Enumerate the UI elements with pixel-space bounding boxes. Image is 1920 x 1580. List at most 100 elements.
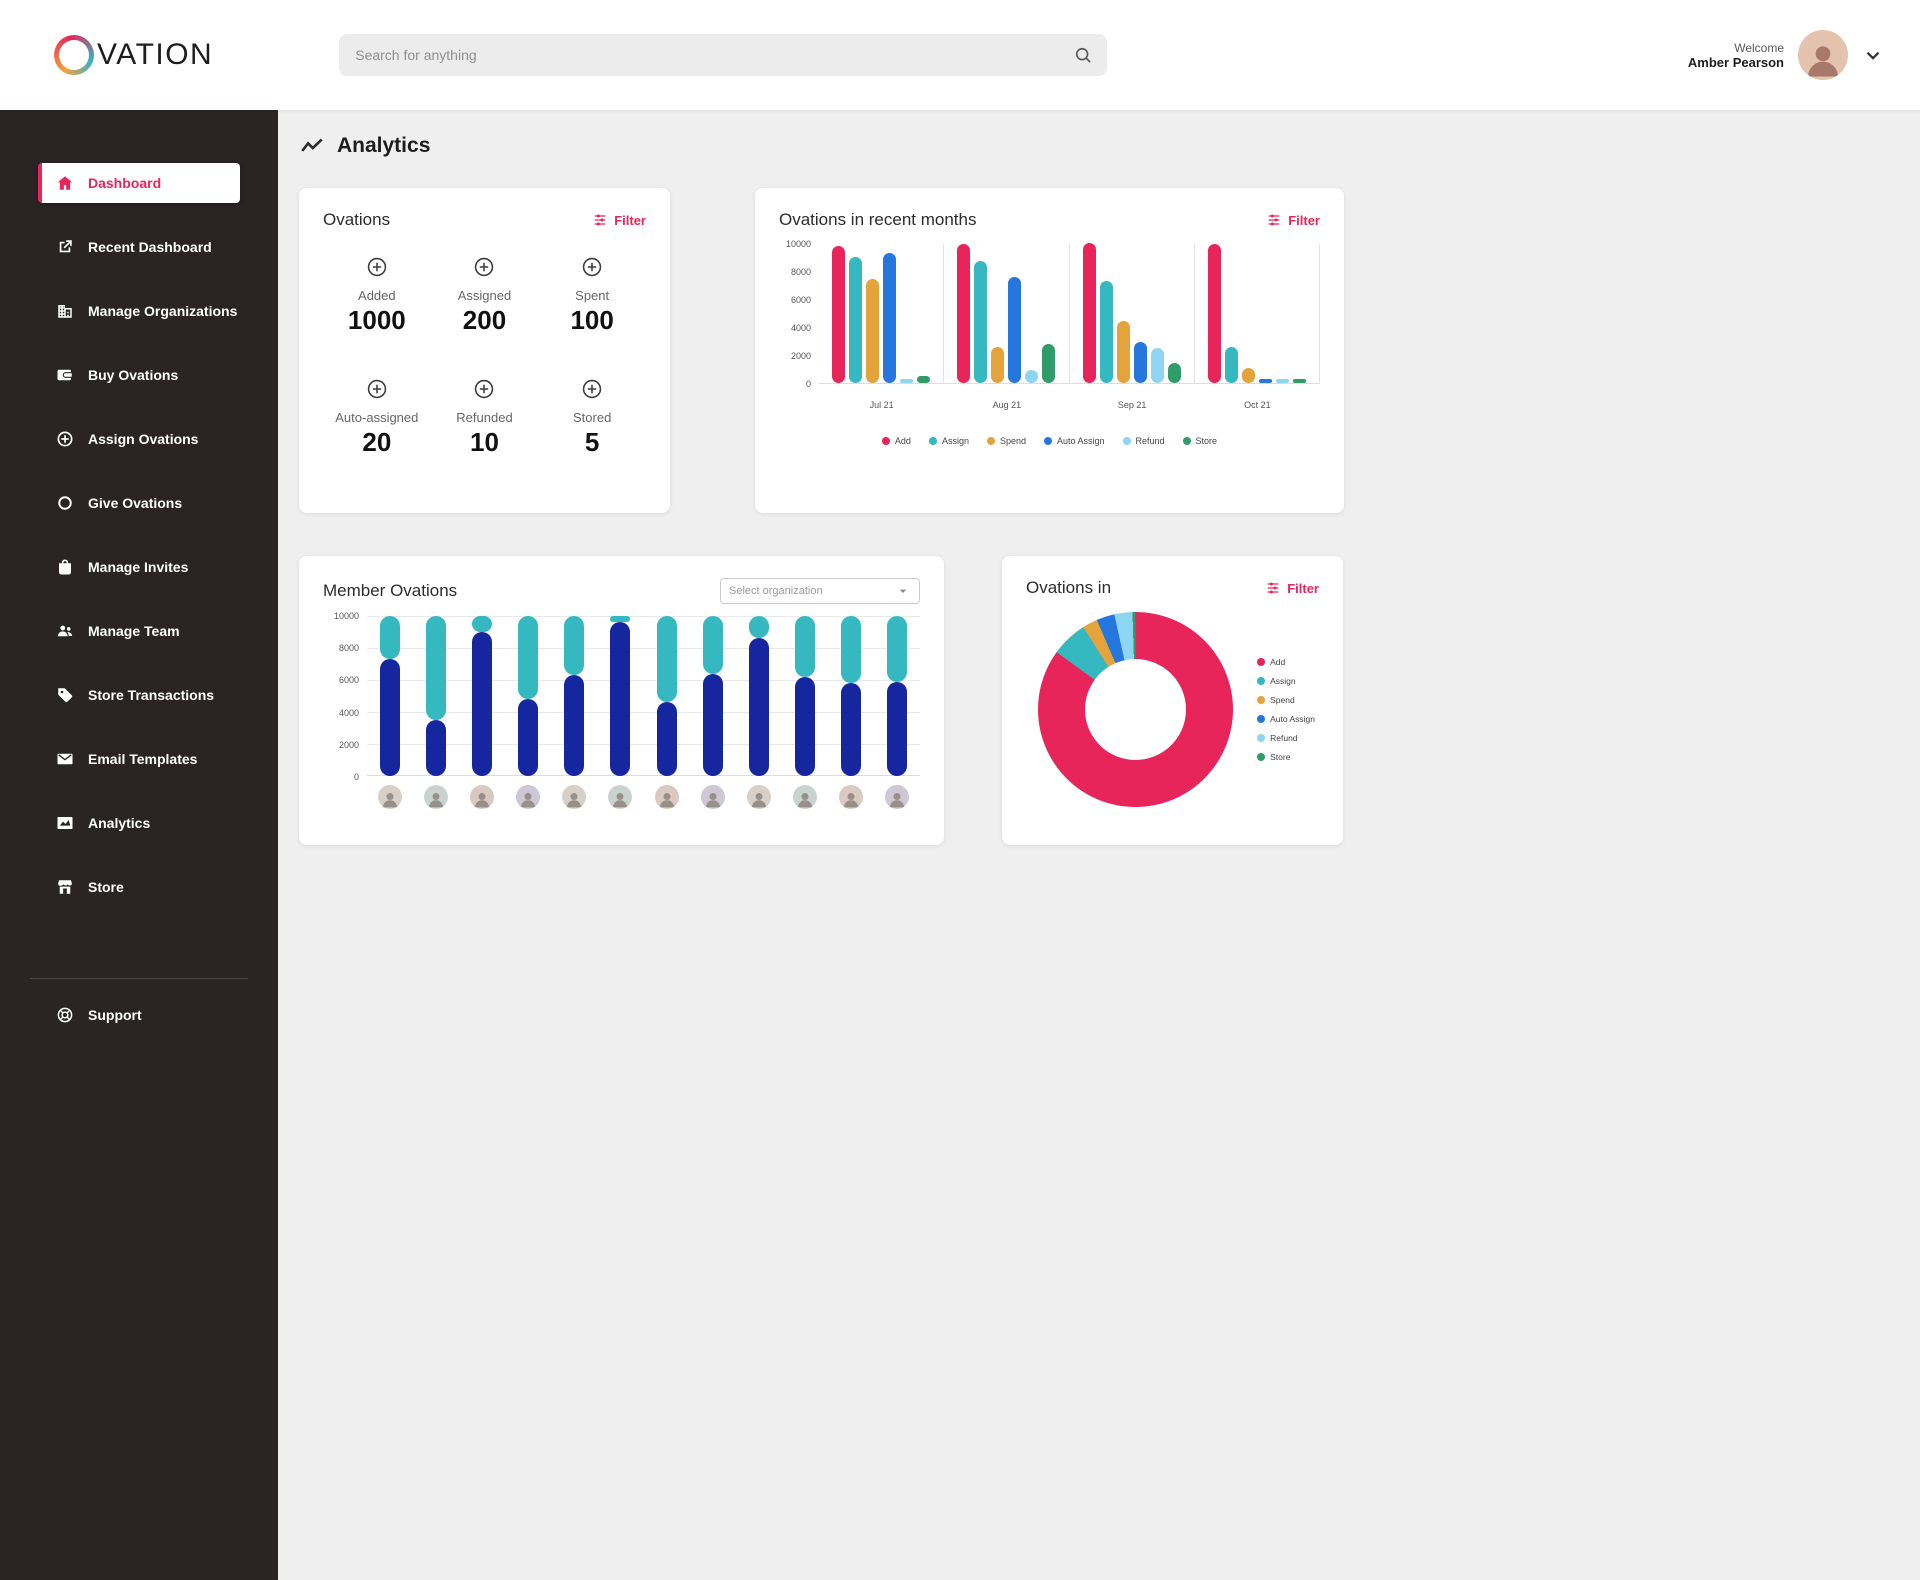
recent-months-card: Ovations in recent months Filter 10000 80… (755, 188, 1344, 513)
team-icon (56, 622, 74, 640)
bar-segment-top (426, 616, 447, 720)
member-avatar[interactable] (654, 785, 679, 809)
sidebar-item-label: Dashboard (88, 175, 162, 191)
member-column (782, 616, 828, 809)
sidebar-item-label: Support (88, 1007, 142, 1023)
bar-spend (1116, 321, 1130, 383)
sidebar-item-label: Manage Team (88, 623, 180, 639)
member-avatar[interactable] (838, 785, 863, 809)
member-avatar[interactable] (884, 785, 909, 809)
sidebar-item-store-transactions[interactable]: Store Transactions (38, 675, 240, 715)
stat-label: Auto-assigned (335, 410, 419, 425)
x-axis-label: Sep 21 (1117, 400, 1147, 410)
member-avatar[interactable] (516, 785, 541, 809)
bar-refund (900, 379, 914, 383)
legend-item-assign: Assign (1257, 676, 1315, 686)
donut-wrap: Add Assign Spend Auto Assign Refund Store (1026, 612, 1319, 807)
user-name: Amber Pearson (1687, 54, 1784, 70)
stat-label: Stored (573, 410, 612, 425)
member-column (736, 616, 782, 809)
search-icon[interactable] (1073, 45, 1093, 65)
chevron-down-icon[interactable] (1862, 44, 1884, 66)
bar-spend (866, 279, 880, 383)
sidebar-item-analytics[interactable]: Analytics (38, 803, 240, 843)
bar-auto-assign (1008, 277, 1022, 383)
member-avatar[interactable] (562, 785, 587, 809)
month-group-jul-21 (819, 244, 945, 383)
filter-icon (1266, 212, 1282, 228)
sidebar-item-recent-dashboard[interactable]: Recent Dashboard (38, 227, 240, 267)
sidebar-item-label: Buy Ovations (88, 367, 179, 383)
filter-label: Filter (614, 212, 646, 228)
sidebar-item-manage-organizations[interactable]: Manage Organizations (38, 291, 240, 331)
member-avatar[interactable] (746, 785, 771, 809)
sidebar-item-assign-ovations[interactable]: Assign Ovations (38, 419, 240, 459)
bar-add (957, 244, 971, 383)
app-logo[interactable]: VATION (54, 35, 213, 75)
ovations-filter-button[interactable]: Filter (592, 212, 646, 228)
sidebar-item-dashboard[interactable]: Dashboard (38, 163, 240, 203)
bar-segment-bottom (840, 683, 861, 776)
sidebar-item-buy-ovations[interactable]: Buy Ovations (38, 355, 240, 395)
stat-spent: Spent 100 (538, 256, 646, 336)
member-avatar[interactable] (700, 785, 725, 809)
bar-segment-top (518, 616, 539, 699)
sidebar-item-manage-team[interactable]: Manage Team (38, 611, 240, 651)
bar-segment-bottom (748, 638, 769, 776)
member-avatar[interactable] (470, 785, 495, 809)
member-avatar[interactable] (424, 785, 449, 809)
bar-add (1207, 244, 1221, 383)
card-title: Ovations in (1026, 578, 1112, 597)
bar-assign (1099, 281, 1113, 383)
bar-store (1042, 344, 1056, 383)
invite-icon (56, 558, 74, 576)
member-column (413, 616, 459, 809)
recent-months-filter-button[interactable]: Filter (1266, 212, 1320, 228)
store-icon (56, 878, 74, 896)
member-avatar[interactable] (378, 785, 403, 809)
sidebar-item-label: Email Templates (88, 751, 198, 767)
sidebar-item-manage-invites[interactable]: Manage Invites (38, 547, 240, 587)
analytics-line-chart-icon (299, 133, 325, 159)
member-column (597, 616, 643, 809)
plus-circle-icon (581, 378, 603, 400)
email-icon (56, 750, 74, 768)
member-column (690, 616, 736, 809)
month-group-aug-21 (944, 244, 1070, 383)
x-axis-label: Oct 21 (1244, 400, 1271, 410)
member-column (551, 616, 597, 809)
bar-store (1167, 363, 1181, 383)
home-icon (56, 174, 74, 192)
ovations-stats-grid: Added 1000 Assigned 200 Spent 100 Auto-assigne… (323, 230, 646, 458)
search-input[interactable] (353, 46, 1074, 64)
user-avatar[interactable] (1798, 30, 1848, 80)
donut-chart (1038, 612, 1233, 807)
x-axis-label: Jul 21 (869, 400, 894, 410)
bar-store (1292, 379, 1306, 383)
ovations-in-filter-button[interactable]: Filter (1265, 580, 1319, 596)
member-avatar[interactable] (792, 785, 817, 809)
legend-item-auto-assign: Auto Assign (1043, 436, 1105, 446)
bar-spend (1241, 368, 1255, 383)
bar-assign (974, 261, 988, 383)
plus-circle-icon (366, 378, 388, 400)
welcome-text: Welcome (1734, 40, 1784, 55)
member-avatar[interactable] (608, 785, 633, 809)
sidebar-item-email-templates[interactable]: Email Templates (38, 739, 240, 779)
sidebar-item-label: Give Ovations (88, 495, 183, 511)
sidebar-nav: Dashboard Recent Dashboard Manage Organiza… (0, 163, 278, 931)
month-group-oct-21 (1195, 244, 1320, 383)
sidebar-item-label: Recent Dashboard (88, 239, 212, 255)
stat-label: Assigned (457, 288, 512, 303)
external-icon (56, 238, 74, 256)
bottom-row: Member Ovations Select organization 1000… (299, 556, 1920, 845)
app-header: VATION Welcome Amber Pearson (0, 0, 1920, 110)
bar-segment-top (840, 616, 861, 683)
bar-segment-top (656, 616, 677, 702)
y-axis: 10000 8000 6000 4000 2000 0 (333, 611, 359, 782)
organization-select[interactable]: Select organization (720, 578, 920, 604)
sidebar-item-store[interactable]: Store (38, 867, 240, 907)
sidebar-item-give-ovations[interactable]: Give Ovations (38, 483, 240, 523)
sidebar-item-support[interactable]: Support (38, 995, 240, 1035)
